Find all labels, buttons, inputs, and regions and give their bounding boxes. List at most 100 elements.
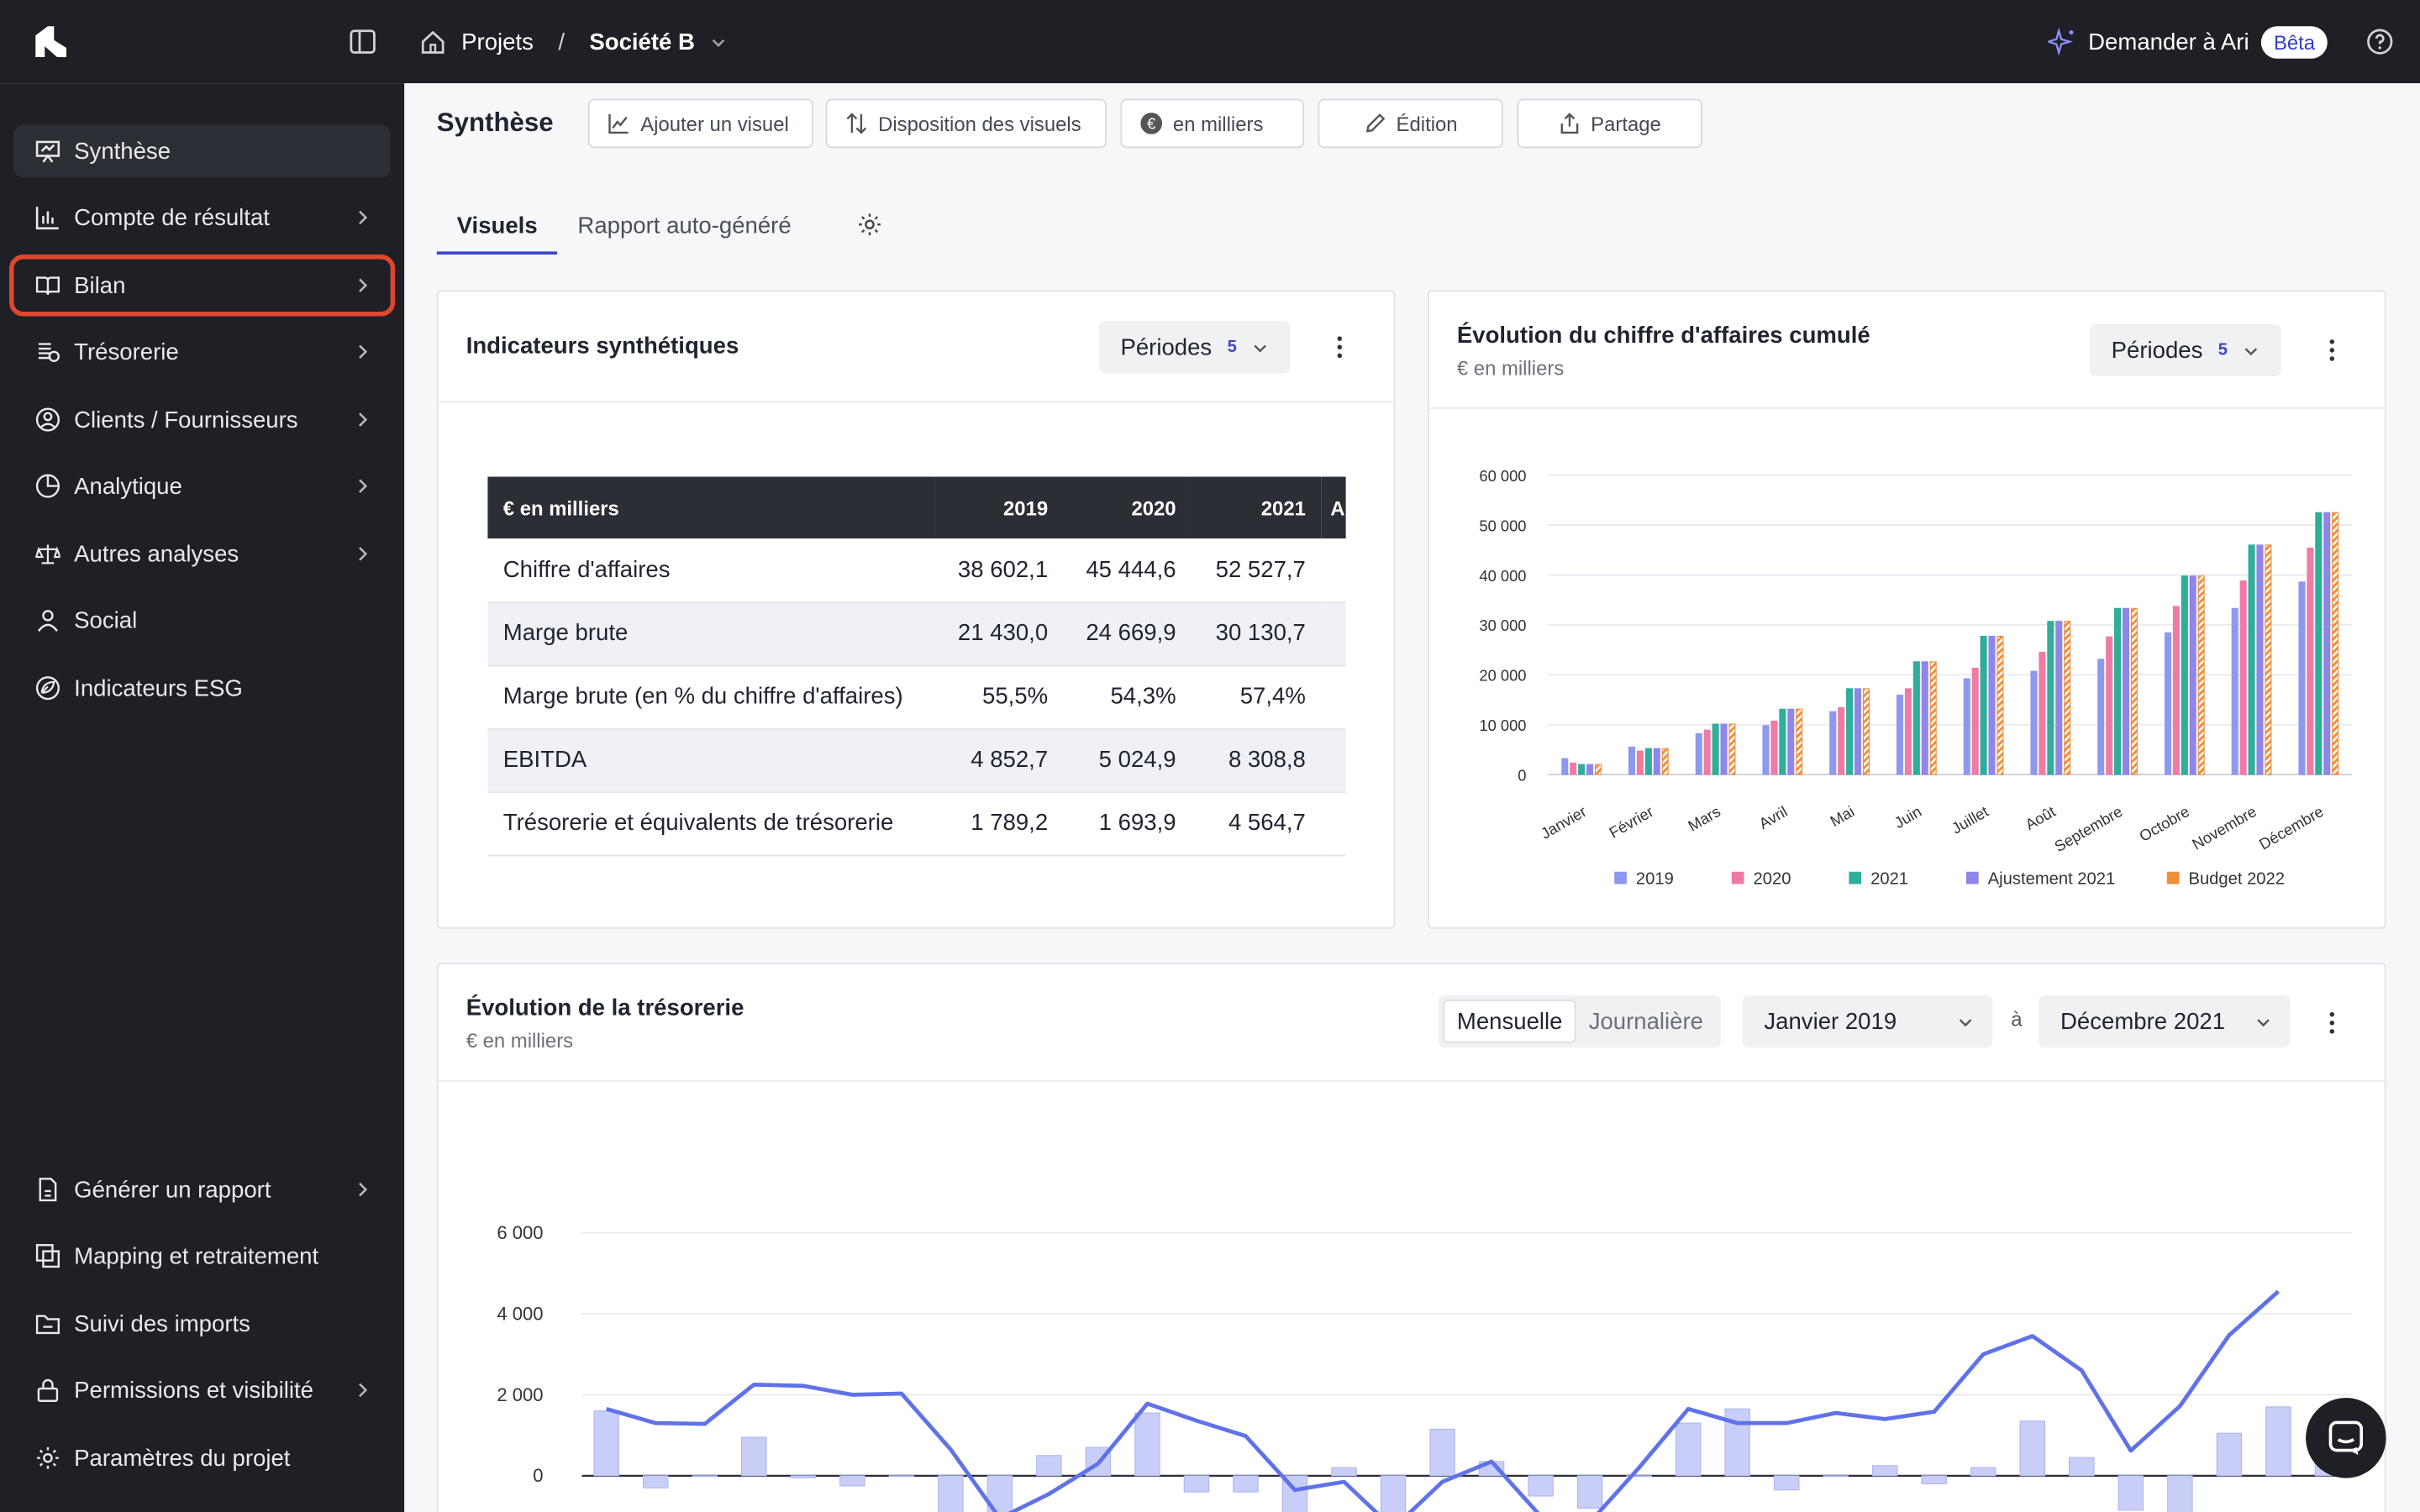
app-logo-icon[interactable] [34,24,67,58]
sidebar-toggle-icon[interactable] [349,28,376,55]
chevron-right-icon [359,547,368,561]
sidebar-item-social[interactable]: Social [14,594,391,646]
bar [2216,1432,2243,1477]
sidebar-item-suivi-imports[interactable]: Suivi des imports [14,1298,391,1350]
more-icon[interactable] [2329,338,2335,362]
start-period-dropdown[interactable]: Janvier 2019 [1742,995,1993,1048]
x-tick-label: Septembre [2051,802,2125,855]
indicators-table-viewport[interactable]: € en milliers 2019 2020 2021 A Chiffre d… [439,291,1346,909]
share-button[interactable]: Partage [1517,98,1702,149]
bar [1720,723,1728,775]
table-cell [1321,727,1346,793]
revenue-bar-chart[interactable]: 0 10 000 20 000 30 000 40 000 50 000 60 000 Jan… [1429,409,2385,927]
sidebar-item-synthese[interactable]: Synthèse [13,124,391,178]
sidebar-item-clients-fournisseurs[interactable]: Clients / Fournisseurs [14,393,391,445]
sparkle-icon [2048,28,2074,56]
bar [1796,708,1803,775]
breadcrumb-projects[interactable]: Projets [461,28,534,55]
ask-ari-button[interactable]: Demander à Ari Bêta [2048,0,2328,83]
column-header[interactable]: 2020 [1063,476,1192,539]
column-header[interactable]: 2021 [1191,476,1322,539]
sidebar-item-autres-analyses[interactable]: Autres analyses [14,528,391,580]
table-cell [1321,601,1346,666]
gear-icon [37,1446,59,1469]
legend-label: 2020 [1754,869,1791,888]
chat-launcher-button[interactable] [2306,1398,2386,1478]
bar [1773,1475,1800,1491]
periods-label: Périodes [1120,333,1213,360]
table-header-row: € en milliers 2019 2020 2021 A [487,476,1346,539]
bar [1829,711,1837,775]
home-icon[interactable] [420,29,446,55]
edit-label: Édition [1396,112,1458,135]
more-icon[interactable] [1337,335,1343,360]
legend-label: 2021 [1870,869,1908,888]
share-label: Partage [1591,112,1661,135]
sidebar-item-compte-de-resultat[interactable]: Compte de résultat [14,192,391,244]
help-icon[interactable] [2366,28,2394,55]
end-period-value: Décembre 2021 [2060,1008,2226,1035]
sidebar-item-indicateurs-esg[interactable]: Indicateurs ESG [14,662,391,714]
periods-dropdown[interactable]: Périodes 5 [2089,323,2282,377]
bar [1970,1467,1996,1477]
row-label: Marge brute (en % du chiffre d'affaires) [487,664,936,729]
users-icon [35,407,60,432]
add-visual-button[interactable]: Ajouter un visuel [587,98,813,149]
end-period-dropdown[interactable]: Décembre 2021 [2039,995,2291,1048]
chevron-down-icon[interactable] [710,33,727,50]
treasury-line [606,1289,2280,1512]
bar [2197,575,2205,775]
bar [1586,764,1594,775]
chevron-down-icon [2257,1019,2270,1027]
sidebar-item-mapping[interactable]: Mapping et retraitement [14,1230,391,1282]
bar [2039,651,2046,775]
y-tick-label: 0 [533,1465,543,1486]
sidebar-item-label: Indicateurs ESG [74,675,243,701]
row-label: Marge brute [487,601,936,666]
sidebar-item-permissions[interactable]: Permissions et visibilité [14,1364,391,1416]
copy-icon [35,1244,60,1268]
bar [2069,1457,2095,1477]
x-tick-label: Novembre [2189,802,2260,853]
sidebar-item-analytique[interactable]: Analytique [14,459,391,512]
sidebar-item-label: Suivi des imports [74,1310,250,1337]
sidebar-item-generer-rapport[interactable]: Générer un rapport [14,1163,391,1215]
bar [1675,1422,1702,1477]
sidebar-item-parametres-projet[interactable]: Paramètres du projet [14,1431,391,1483]
table-cell [1321,664,1346,729]
periods-dropdown[interactable]: Périodes 5 [1098,321,1292,374]
layout-button[interactable]: Disposition des visuels [825,98,1107,149]
gear-icon[interactable] [856,212,882,238]
sidebar-item-bilan[interactable]: Bilan [9,255,396,317]
bar [1636,750,1644,775]
x-tick-label: Octobre [2136,802,2192,845]
bar [1896,695,1904,775]
monthly-option[interactable]: Mensuelle [1443,1000,1576,1043]
file-icon [39,1178,57,1202]
lock-icon [37,1378,59,1402]
edit-button[interactable]: Édition [1318,98,1503,149]
periods-count: 5 [1227,338,1237,357]
unit-button[interactable]: € en milliers [1120,98,1305,149]
bar [1576,1475,1603,1509]
coins-icon [38,343,60,362]
breadcrumb-company[interactable]: Société B [589,28,695,55]
daily-option[interactable]: Journalière [1588,1008,1704,1035]
column-header[interactable]: A [1321,476,1346,539]
tab-rapport[interactable]: Rapport auto-généré [577,213,792,239]
bar [2122,607,2130,775]
y-tick-label: 60 000 [1479,467,1526,485]
sidebar-item-tresorerie[interactable]: Trésorerie [14,326,391,378]
page-title: Synthèse [436,108,554,138]
y-tick-label: 10 000 [1479,717,1526,734]
more-icon[interactable] [2329,1011,2335,1035]
table-cell: 54,3% [1063,664,1192,729]
person-icon [37,610,58,632]
bar [1728,723,1736,775]
tab-visuels[interactable]: Visuels [436,207,558,255]
card-divider [1428,407,2385,409]
table-cell: 57,4% [1191,664,1322,729]
column-header[interactable]: 2019 [935,476,1064,539]
top-bar: Projets / Société B Demander à Ari Bêta [0,0,2420,84]
